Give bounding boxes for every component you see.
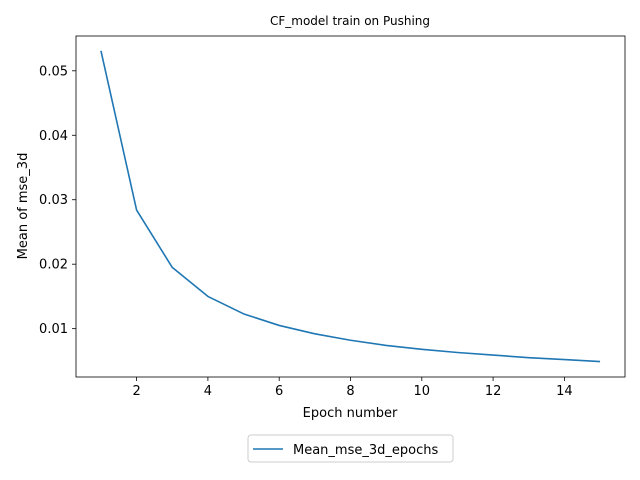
data-point xyxy=(278,325,280,327)
legend-box xyxy=(247,434,454,463)
data-point xyxy=(528,357,530,359)
data-point xyxy=(100,50,102,52)
data-point xyxy=(207,296,209,298)
series-line-0 xyxy=(100,50,601,363)
y-tick-label: 0.03 xyxy=(39,193,68,208)
x-tick-label: 10 xyxy=(414,384,431,399)
x-tick-label: 14 xyxy=(556,384,573,399)
series-layer xyxy=(100,50,601,363)
x-axis-label: Epoch number xyxy=(303,406,398,421)
data-point xyxy=(314,333,316,335)
data-point xyxy=(385,345,387,347)
data-point xyxy=(599,361,601,363)
x-tick-label: 12 xyxy=(485,384,502,399)
x-tick-label: 8 xyxy=(346,384,354,399)
data-point xyxy=(421,348,423,350)
y-tick-label: 0.05 xyxy=(39,64,68,79)
y-tick-label: 0.04 xyxy=(39,129,68,144)
x-tick-label: 4 xyxy=(204,384,212,399)
data-point xyxy=(564,359,566,361)
chart-title: CF_model train on Pushing xyxy=(270,14,430,28)
x-tick-label: 6 xyxy=(275,384,283,399)
legend: Mean_mse_3d_epochs xyxy=(247,434,454,463)
y-axis-label: Mean of mse_3d xyxy=(16,153,31,260)
x-tick-label: 2 xyxy=(132,384,140,399)
data-point xyxy=(136,209,138,211)
legend-label: Mean_mse_3d_epochs xyxy=(293,443,438,458)
data-point xyxy=(492,354,494,356)
data-point xyxy=(350,339,352,341)
y-tick-label: 0.01 xyxy=(39,322,68,337)
data-point xyxy=(171,267,173,269)
y-tick-label: 0.02 xyxy=(39,258,68,273)
x-axis-ticks: 2 4 6 8 10 12 14 xyxy=(132,377,573,399)
data-point xyxy=(457,352,459,354)
data-point xyxy=(243,313,245,315)
y-axis-ticks: 0.01 0.02 0.03 0.04 0.05 xyxy=(39,64,76,337)
